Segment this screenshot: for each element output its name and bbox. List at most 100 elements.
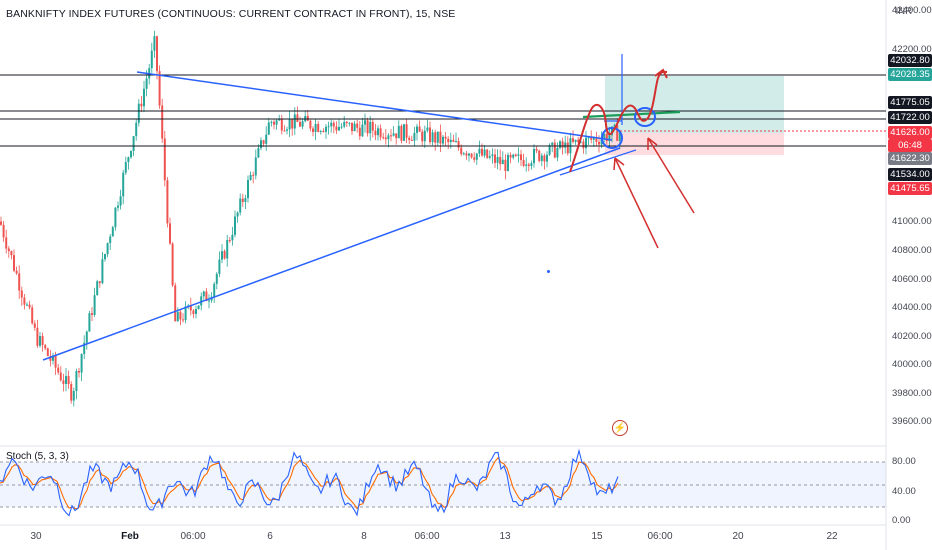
candle-body xyxy=(371,121,374,131)
candle-body xyxy=(132,136,135,151)
candle-body xyxy=(392,133,395,136)
candle-body xyxy=(421,131,424,142)
candle-body xyxy=(145,78,148,89)
y-tick: 40800.00 xyxy=(892,245,932,256)
candle-body xyxy=(150,50,153,69)
red-arrow-1[interactable] xyxy=(614,157,659,249)
candle-body xyxy=(538,150,541,161)
candle-body xyxy=(514,154,517,156)
candle-body xyxy=(52,355,54,361)
candle-body xyxy=(465,153,468,156)
candle-body xyxy=(299,121,301,127)
candle-body xyxy=(278,118,281,121)
candle-body xyxy=(80,354,83,373)
candle-body xyxy=(254,157,257,176)
candle-body xyxy=(499,157,502,165)
candle-body xyxy=(2,224,5,238)
candle-body xyxy=(384,137,387,140)
candle-body xyxy=(595,137,598,142)
candle-body xyxy=(226,240,229,259)
candle-body xyxy=(153,36,156,51)
price-label-stop[interactable]: 41475.65 xyxy=(888,182,932,195)
chart-title[interactable]: BANKNIFTY INDEX FUTURES (CONTINUOUS: CUR… xyxy=(6,8,456,20)
candle-body xyxy=(49,355,52,361)
candle-body xyxy=(442,136,444,144)
candle-body xyxy=(491,154,494,157)
lower-trendline[interactable] xyxy=(42,147,621,361)
candle-body xyxy=(379,128,382,138)
price-label-41622[interactable]: 41622.30 xyxy=(888,152,932,165)
candle-body xyxy=(574,139,577,142)
price-label-last[interactable]: 41626.00 xyxy=(888,126,932,139)
horizontal-levels[interactable] xyxy=(0,74,886,147)
candle-body xyxy=(579,141,582,143)
stochastic-pane[interactable] xyxy=(0,448,886,517)
candle-body xyxy=(96,281,99,296)
target-zone[interactable] xyxy=(605,76,784,133)
stoch-y-tick: 0.00 xyxy=(892,515,911,526)
candle-body xyxy=(413,132,416,141)
candle-body xyxy=(202,291,205,297)
candle-body xyxy=(111,227,114,237)
short-trendline[interactable] xyxy=(559,149,637,176)
price-label-41534[interactable]: 41534.00 xyxy=(888,168,932,181)
candle-body xyxy=(319,131,322,133)
blue-circle-right[interactable] xyxy=(634,107,656,127)
candle-body xyxy=(241,198,244,202)
red-projection-path[interactable] xyxy=(569,70,668,173)
trendlines[interactable] xyxy=(42,54,637,361)
candle-body xyxy=(283,130,286,132)
candle-body xyxy=(205,291,208,301)
price-label-41722[interactable]: 41722.00 xyxy=(888,111,932,124)
candle-body xyxy=(182,319,184,321)
candle-body xyxy=(397,125,400,139)
red-arrows[interactable] xyxy=(613,137,695,249)
upper-trendline[interactable] xyxy=(136,71,613,141)
stoch-y-tick: 80.00 xyxy=(892,456,916,467)
x-tick: 6 xyxy=(267,531,273,542)
candle-body xyxy=(559,141,561,148)
candle-body xyxy=(468,153,470,156)
candle-body xyxy=(280,118,283,131)
candle-body xyxy=(140,103,143,107)
candle-body xyxy=(26,304,28,306)
candle-body xyxy=(332,122,335,127)
red-arrow-2[interactable] xyxy=(647,137,695,214)
blue-circle-left[interactable] xyxy=(601,127,623,149)
candle-body xyxy=(475,153,478,160)
candle-body xyxy=(351,122,353,132)
candle-body xyxy=(192,310,195,315)
currency-label: INR xyxy=(895,6,912,17)
candle-body xyxy=(306,116,309,121)
candle-body xyxy=(41,336,44,346)
candle-body xyxy=(522,160,525,166)
candle-body xyxy=(483,149,486,156)
candle-body xyxy=(91,313,93,315)
candle-body xyxy=(39,336,41,346)
candle-body xyxy=(460,147,463,155)
candle-body xyxy=(228,240,231,242)
candles xyxy=(0,30,621,407)
candle-body xyxy=(335,126,338,131)
candle-body xyxy=(431,132,434,143)
candle-body xyxy=(309,120,312,129)
candle-body xyxy=(566,142,569,154)
price-label-41775[interactable]: 41775.05 xyxy=(888,96,932,109)
candle-body xyxy=(106,243,109,255)
price-label-target[interactable]: 42028.35 xyxy=(888,68,932,81)
candle-body xyxy=(416,126,418,133)
green-annotation-line[interactable] xyxy=(582,110,681,119)
candle-body xyxy=(215,273,218,284)
candle-body xyxy=(343,121,346,127)
candle-body xyxy=(517,154,520,156)
candle-body xyxy=(75,370,78,391)
lightning-icon[interactable]: ⚡ xyxy=(612,420,628,436)
candle-body xyxy=(447,138,450,143)
stoch-title[interactable]: Stoch (5, 3, 3) xyxy=(6,451,69,462)
candle-body xyxy=(553,142,556,158)
candle-body xyxy=(439,131,442,144)
candle-body xyxy=(590,137,593,140)
price-label-42032[interactable]: 42032.80 xyxy=(888,54,932,67)
candle-body xyxy=(260,140,262,149)
